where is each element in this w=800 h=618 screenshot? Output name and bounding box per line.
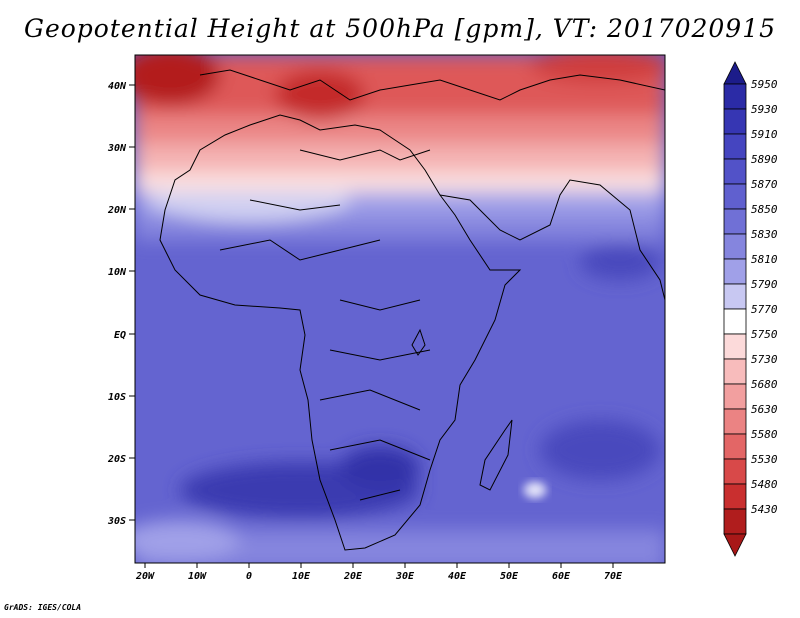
lat-label: 10S (108, 392, 126, 403)
colorbar-swatch (723, 108, 747, 135)
europe-coast (199, 69, 665, 101)
colorbar-label: 5890 (751, 153, 778, 166)
southern-high-east (540, 420, 660, 480)
colorbar-swatch (723, 458, 747, 485)
colorbar-label: 5770 (751, 303, 778, 316)
colorbar-label: 5680 (751, 378, 778, 391)
colorbar-label: 5630 (751, 403, 778, 416)
lake-victoria (411, 328, 426, 356)
map-title: Geopotential Height at 500hPa [gpm], VT:… (23, 14, 777, 43)
country-borders (219, 149, 431, 501)
lon-label: 40E (448, 571, 467, 582)
colorbar: 5950 5930 5910 5890 5870 5850 5830 5810 5790 5770… (723, 61, 778, 557)
colorbar-label: 5580 (751, 428, 778, 441)
credit-text: GrADS: IGES/COLA (4, 603, 82, 612)
colorbar-swatch (723, 383, 747, 410)
lon-label: 0 (246, 571, 252, 582)
arabian-sea-high (580, 244, 660, 280)
height-field (135, 55, 665, 563)
lon-label: 50E (500, 571, 519, 582)
colorbar-swatch (723, 83, 747, 110)
colorbar-swatch (723, 258, 747, 285)
lat-label: 10N (108, 267, 127, 278)
colorbar-swatch (723, 133, 747, 160)
atlantic-low (135, 55, 220, 105)
lon-label: 10E (292, 571, 311, 582)
asia-low (530, 55, 665, 83)
lat-label: 30S (107, 516, 126, 527)
latitude-axis: 40N 30N 20N 10N EQ 10S 20S 30S (107, 81, 135, 527)
longitude-axis: 20W 10W 0 10E 20E 30E 40E 50E 60E 70E (135, 563, 623, 582)
colorbar-swatch (723, 483, 747, 510)
colorbar-label: 5850 (751, 203, 778, 216)
coastlines (159, 69, 665, 551)
mediterranean-low (275, 70, 365, 120)
colorbar-swatch (723, 333, 747, 360)
colorbar-label: 5430 (751, 503, 778, 516)
lat-label: 40N (108, 81, 127, 92)
colorbar-swatch (723, 158, 747, 185)
colorbar-label: 5530 (751, 453, 778, 466)
lon-label: 70E (604, 571, 623, 582)
colorbar-swatch (723, 508, 747, 535)
lat-label: EQ (114, 330, 126, 341)
colorbar-swatch (723, 283, 747, 310)
colorbar-label: 5870 (751, 178, 778, 191)
colorbar-label: 5810 (751, 253, 778, 266)
colorbar-swatch (723, 433, 747, 460)
kalahari-high (340, 446, 420, 490)
madagascar (479, 419, 513, 491)
lon-label: 20W (135, 571, 155, 582)
light-red-band (135, 110, 665, 144)
colorbar-label: 5750 (751, 328, 778, 341)
sw-light (135, 520, 240, 560)
colorbar-swatch (723, 233, 747, 260)
plot-frame (134, 54, 666, 564)
colorbar-top-arrow (723, 61, 747, 85)
lon-label: 60E (552, 571, 571, 582)
colorbar-swatch (723, 358, 747, 385)
colorbar-swatch (723, 208, 747, 235)
lat-label: 30N (107, 143, 127, 154)
colorbar-label: 5480 (751, 478, 778, 491)
colorbar-label: 5790 (751, 278, 778, 291)
colorbar-label: 5930 (751, 103, 778, 116)
arabia-india-coast (439, 179, 665, 301)
colorbar-label: 5950 (751, 78, 778, 91)
lat-label: 20S (107, 454, 126, 465)
colorbar-swatch (723, 308, 747, 335)
lat-label: 20N (107, 205, 127, 216)
colorbar-label: 5830 (751, 228, 778, 241)
reunion-core (531, 487, 539, 493)
colorbar-swatch (723, 183, 747, 210)
colorbar-bottom-arrow (723, 533, 747, 557)
lon-label: 10W (188, 571, 207, 582)
colorbar-label: 5730 (751, 353, 778, 366)
colorbar-swatch (723, 408, 747, 435)
colorbar-label: 5910 (751, 128, 778, 141)
lon-label: 30E (395, 571, 415, 582)
africa-coast (159, 114, 522, 551)
pink-band (135, 140, 665, 172)
lon-label: 20E (343, 571, 363, 582)
